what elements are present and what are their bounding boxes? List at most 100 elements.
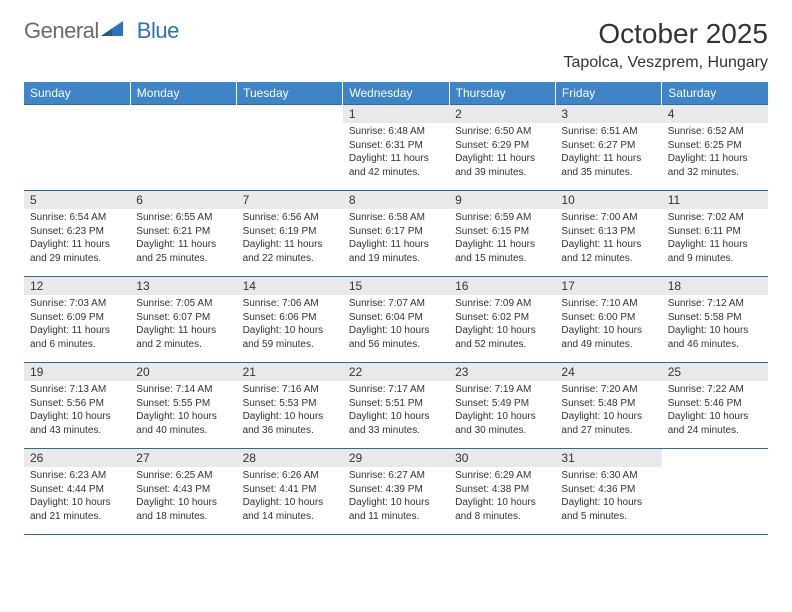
day-number: 31	[555, 449, 661, 467]
sunrise-line: Sunrise: 7:00 AM	[561, 211, 655, 225]
calendar-cell: 10Sunrise: 7:00 AMSunset: 6:13 PMDayligh…	[555, 191, 661, 277]
day-content: Sunrise: 6:50 AMSunset: 6:29 PMDaylight:…	[449, 123, 555, 182]
day-number: 18	[662, 277, 768, 295]
day-number: 30	[449, 449, 555, 467]
day-content: Sunrise: 7:03 AMSunset: 6:09 PMDaylight:…	[24, 295, 130, 354]
sunrise-line: Sunrise: 7:22 AM	[668, 383, 762, 397]
day-content: Sunrise: 7:13 AMSunset: 5:56 PMDaylight:…	[24, 381, 130, 440]
sunrise-line: Sunrise: 6:48 AM	[349, 125, 443, 139]
sunrise-line: Sunrise: 6:29 AM	[455, 469, 549, 483]
sunrise-line: Sunrise: 7:06 AM	[243, 297, 337, 311]
calendar-cell: 15Sunrise: 7:07 AMSunset: 6:04 PMDayligh…	[343, 277, 449, 363]
daylight-line: Daylight: 10 hours and 36 minutes.	[243, 410, 337, 437]
month-title: October 2025	[563, 18, 768, 50]
sunset-line: Sunset: 6:25 PM	[668, 139, 762, 153]
sunrise-line: Sunrise: 6:25 AM	[136, 469, 230, 483]
header: General Blue October 2025 Tapolca, Veszp…	[24, 18, 768, 72]
calendar-cell: 11Sunrise: 7:02 AMSunset: 6:11 PMDayligh…	[662, 191, 768, 277]
day-number: 25	[662, 363, 768, 381]
day-number: 27	[130, 449, 236, 467]
brand-name-1: General	[24, 18, 99, 44]
daylight-line: Daylight: 10 hours and 8 minutes.	[455, 496, 549, 523]
brand-logo: General Blue	[24, 18, 179, 44]
day-content: Sunrise: 7:06 AMSunset: 6:06 PMDaylight:…	[237, 295, 343, 354]
daylight-line: Daylight: 11 hours and 6 minutes.	[30, 324, 124, 351]
sunset-line: Sunset: 6:15 PM	[455, 225, 549, 239]
day-content: Sunrise: 7:07 AMSunset: 6:04 PMDaylight:…	[343, 295, 449, 354]
calendar-cell: 31Sunrise: 6:30 AMSunset: 4:36 PMDayligh…	[555, 449, 661, 535]
daylight-line: Daylight: 11 hours and 19 minutes.	[349, 238, 443, 265]
calendar-cell: 20Sunrise: 7:14 AMSunset: 5:55 PMDayligh…	[130, 363, 236, 449]
daylight-line: Daylight: 10 hours and 11 minutes.	[349, 496, 443, 523]
calendar-cell: 23Sunrise: 7:19 AMSunset: 5:49 PMDayligh…	[449, 363, 555, 449]
daylight-line: Daylight: 11 hours and 39 minutes.	[455, 152, 549, 179]
sunset-line: Sunset: 5:56 PM	[30, 397, 124, 411]
day-content: Sunrise: 7:14 AMSunset: 5:55 PMDaylight:…	[130, 381, 236, 440]
sunrise-line: Sunrise: 6:52 AM	[668, 125, 762, 139]
calendar-cell: 7Sunrise: 6:56 AMSunset: 6:19 PMDaylight…	[237, 191, 343, 277]
day-content: Sunrise: 6:59 AMSunset: 6:15 PMDaylight:…	[449, 209, 555, 268]
day-header-cell: Saturday	[662, 82, 768, 105]
daylight-line: Daylight: 10 hours and 27 minutes.	[561, 410, 655, 437]
day-header-row: SundayMondayTuesdayWednesdayThursdayFrid…	[24, 82, 768, 105]
day-content: Sunrise: 7:10 AMSunset: 6:00 PMDaylight:…	[555, 295, 661, 354]
calendar-cell: 22Sunrise: 7:17 AMSunset: 5:51 PMDayligh…	[343, 363, 449, 449]
sunset-line: Sunset: 6:23 PM	[30, 225, 124, 239]
calendar-cell: 12Sunrise: 7:03 AMSunset: 6:09 PMDayligh…	[24, 277, 130, 363]
calendar-row: 26Sunrise: 6:23 AMSunset: 4:44 PMDayligh…	[24, 449, 768, 535]
daylight-line: Daylight: 11 hours and 12 minutes.	[561, 238, 655, 265]
day-number: 22	[343, 363, 449, 381]
sunset-line: Sunset: 4:39 PM	[349, 483, 443, 497]
sunset-line: Sunset: 4:36 PM	[561, 483, 655, 497]
sunrise-line: Sunrise: 7:03 AM	[30, 297, 124, 311]
day-number: 8	[343, 191, 449, 209]
sunset-line: Sunset: 6:07 PM	[136, 311, 230, 325]
sunrise-line: Sunrise: 6:59 AM	[455, 211, 549, 225]
daylight-line: Daylight: 11 hours and 42 minutes.	[349, 152, 443, 179]
daylight-line: Daylight: 10 hours and 33 minutes.	[349, 410, 443, 437]
day-number: 5	[24, 191, 130, 209]
sunset-line: Sunset: 5:46 PM	[668, 397, 762, 411]
day-header-cell: Tuesday	[237, 82, 343, 105]
day-content: Sunrise: 7:02 AMSunset: 6:11 PMDaylight:…	[662, 209, 768, 268]
sunset-line: Sunset: 5:58 PM	[668, 311, 762, 325]
day-number: 26	[24, 449, 130, 467]
sunset-line: Sunset: 5:49 PM	[455, 397, 549, 411]
daylight-line: Daylight: 11 hours and 22 minutes.	[243, 238, 337, 265]
calendar-cell: 25Sunrise: 7:22 AMSunset: 5:46 PMDayligh…	[662, 363, 768, 449]
brand-name-2: Blue	[137, 18, 179, 44]
calendar-cell: 17Sunrise: 7:10 AMSunset: 6:00 PMDayligh…	[555, 277, 661, 363]
day-number: 10	[555, 191, 661, 209]
daylight-line: Daylight: 10 hours and 46 minutes.	[668, 324, 762, 351]
sunrise-line: Sunrise: 6:55 AM	[136, 211, 230, 225]
daylight-line: Daylight: 10 hours and 40 minutes.	[136, 410, 230, 437]
sunrise-line: Sunrise: 7:19 AM	[455, 383, 549, 397]
sunset-line: Sunset: 6:19 PM	[243, 225, 337, 239]
day-number: 21	[237, 363, 343, 381]
brand-triangle-icon	[101, 21, 123, 39]
day-header-cell: Wednesday	[343, 82, 449, 105]
day-number: 9	[449, 191, 555, 209]
day-content: Sunrise: 7:00 AMSunset: 6:13 PMDaylight:…	[555, 209, 661, 268]
calendar-cell	[24, 105, 130, 191]
sunrise-line: Sunrise: 7:09 AM	[455, 297, 549, 311]
calendar-cell: 30Sunrise: 6:29 AMSunset: 4:38 PMDayligh…	[449, 449, 555, 535]
sunset-line: Sunset: 4:41 PM	[243, 483, 337, 497]
day-number: 28	[237, 449, 343, 467]
day-content: Sunrise: 6:51 AMSunset: 6:27 PMDaylight:…	[555, 123, 661, 182]
day-number: 15	[343, 277, 449, 295]
daylight-line: Daylight: 11 hours and 9 minutes.	[668, 238, 762, 265]
day-number: 14	[237, 277, 343, 295]
daylight-line: Daylight: 10 hours and 5 minutes.	[561, 496, 655, 523]
day-header-cell: Friday	[555, 82, 661, 105]
daylight-line: Daylight: 11 hours and 29 minutes.	[30, 238, 124, 265]
daylight-line: Daylight: 10 hours and 21 minutes.	[30, 496, 124, 523]
calendar-cell: 14Sunrise: 7:06 AMSunset: 6:06 PMDayligh…	[237, 277, 343, 363]
day-content: Sunrise: 6:54 AMSunset: 6:23 PMDaylight:…	[24, 209, 130, 268]
daylight-line: Daylight: 11 hours and 32 minutes.	[668, 152, 762, 179]
day-number: 20	[130, 363, 236, 381]
day-content: Sunrise: 6:52 AMSunset: 6:25 PMDaylight:…	[662, 123, 768, 182]
day-content: Sunrise: 6:23 AMSunset: 4:44 PMDaylight:…	[24, 467, 130, 526]
day-number: 17	[555, 277, 661, 295]
day-number: 24	[555, 363, 661, 381]
